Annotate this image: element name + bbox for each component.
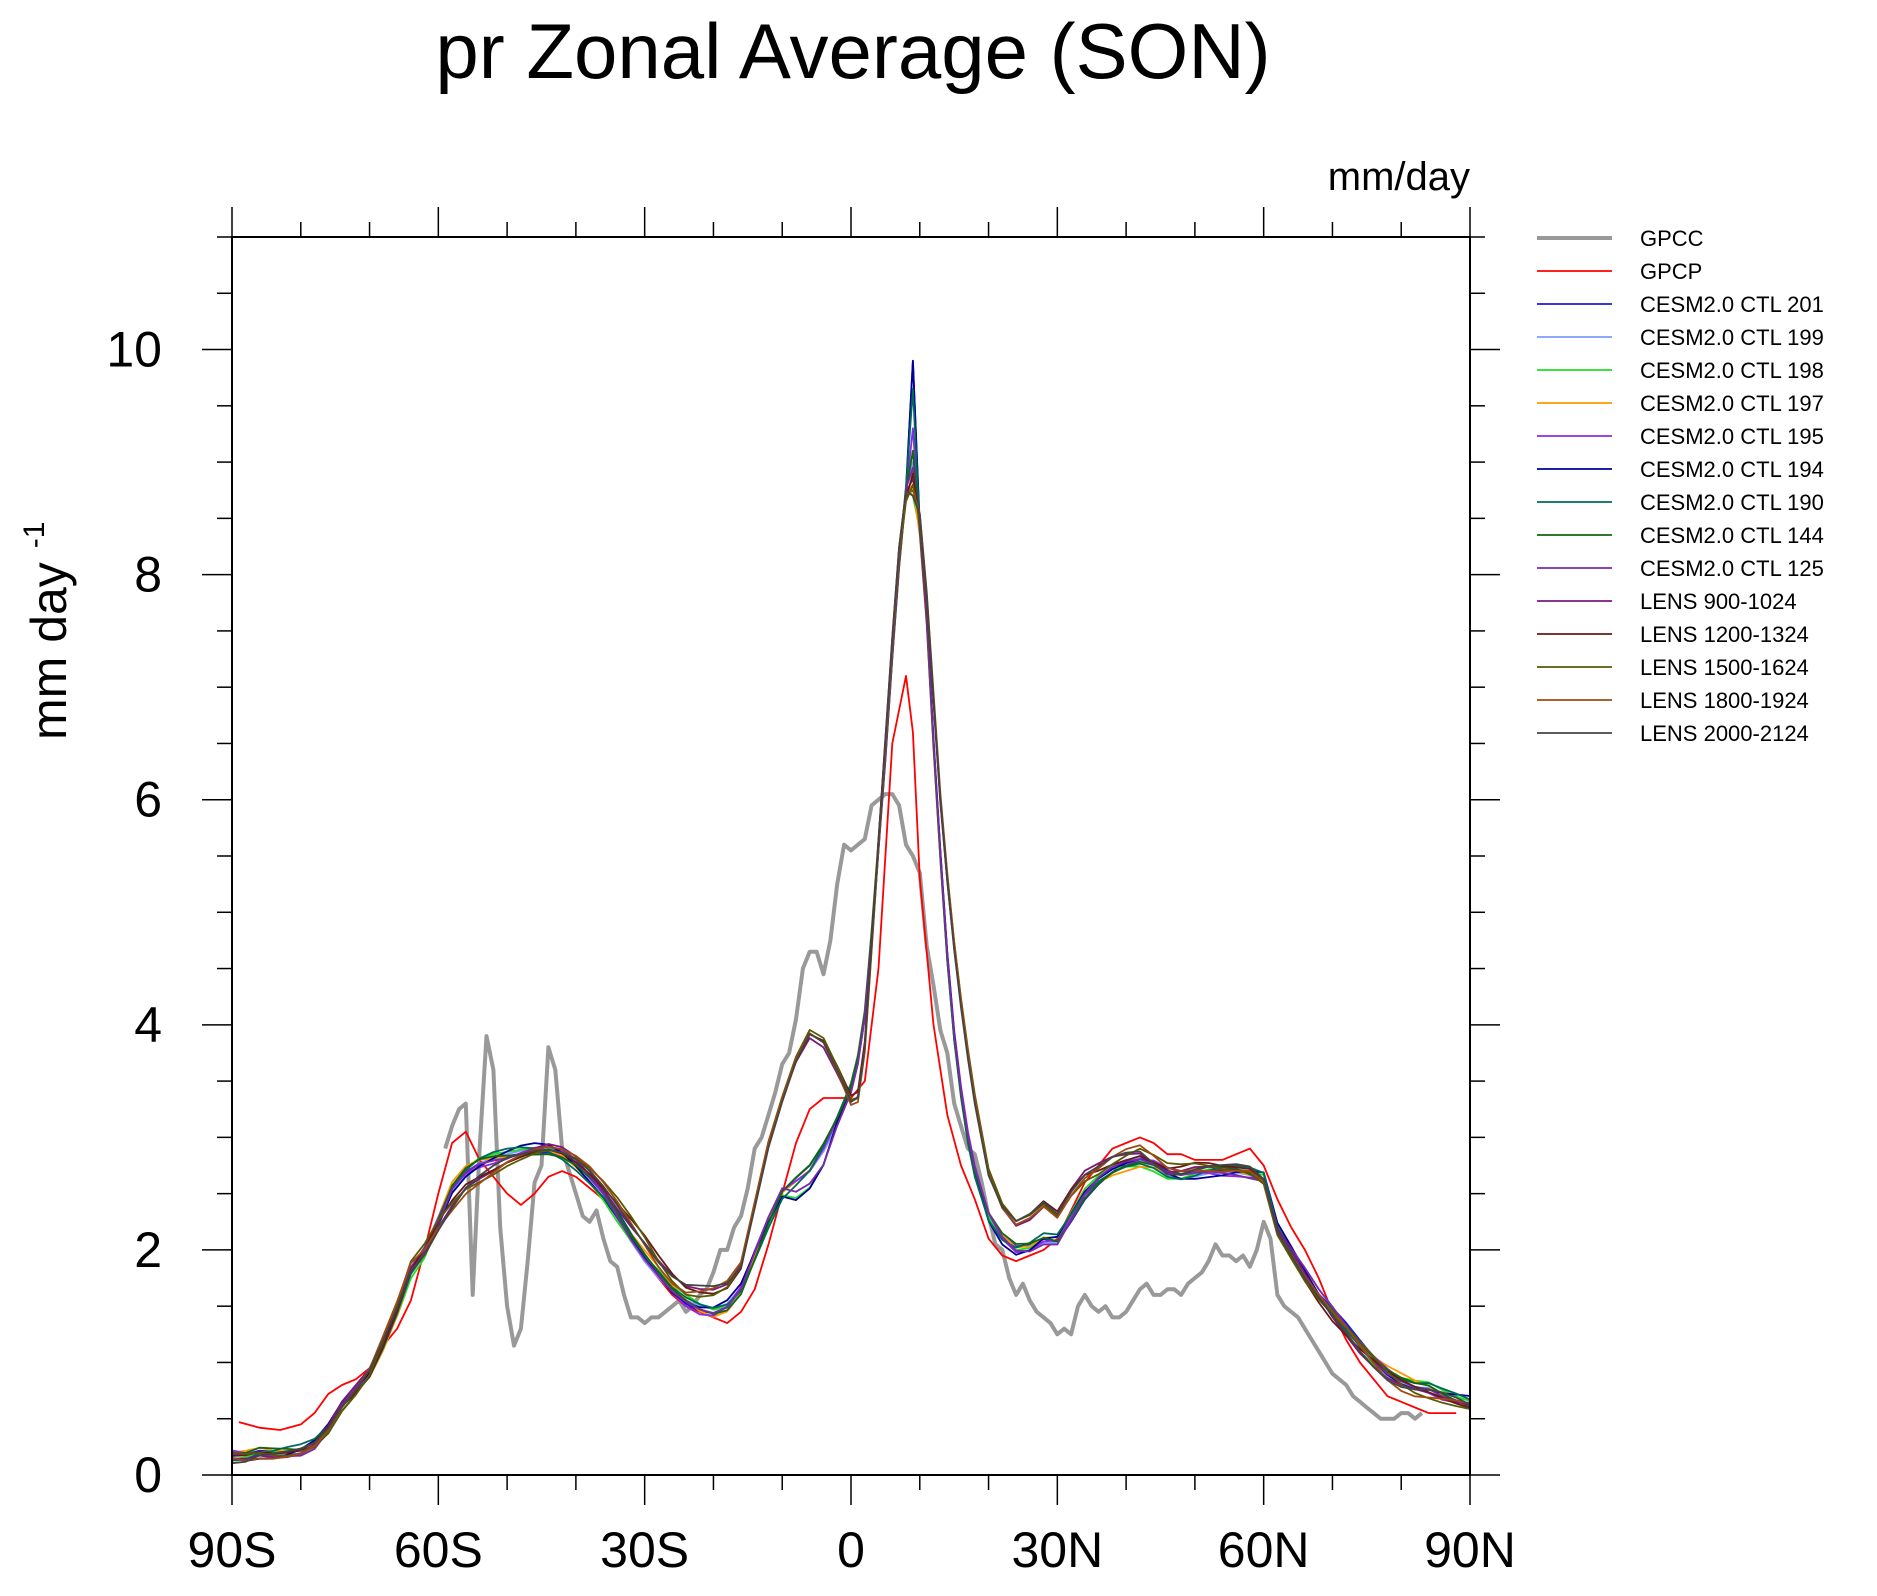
x-tick-label: 60S xyxy=(394,1522,483,1578)
legend-label: CESM2.0 CTL 144 xyxy=(1640,523,1824,548)
legend-label: GPCC xyxy=(1640,226,1704,251)
y-axis-label-exponent: -1 xyxy=(18,522,51,549)
legend-label: CESM2.0 CTL 197 xyxy=(1640,391,1824,416)
plot-frame xyxy=(231,236,1471,1476)
legend: GPCC GPCP CESM2.0 CTL 201 CESM2.0 CTL 199 CE… xyxy=(1537,226,1824,746)
legend-label: LENS 2000-2124 xyxy=(1640,721,1809,746)
units-label: mm/day xyxy=(1328,155,1470,199)
legend-label: GPCP xyxy=(1640,259,1702,284)
x-tick-label: 90S xyxy=(188,1522,277,1578)
legend-label: LENS 1500-1624 xyxy=(1640,655,1809,680)
series-line-cesm2-0-ctl-198 xyxy=(231,485,1471,1461)
x-tick-label: 90N xyxy=(1424,1522,1516,1578)
x-tick-label: 30N xyxy=(1011,1522,1103,1578)
series-line-cesm2-0-ctl-194 xyxy=(231,359,1471,1462)
legend-label: CESM2.0 CTL 194 xyxy=(1640,457,1824,482)
series-line-lens-2000-2124 xyxy=(231,489,1471,1465)
series-line-gpcc xyxy=(443,792,1424,1421)
series-line-gpcp xyxy=(238,675,1457,1431)
x-tick-label: 60N xyxy=(1218,1522,1310,1578)
legend-label: LENS 1200-1324 xyxy=(1640,622,1809,647)
y-tick-label: 10 xyxy=(106,322,162,378)
y-axis-label-text: mm day xyxy=(21,562,77,740)
series-line-cesm2-0-ctl-201 xyxy=(231,359,1471,1456)
series-line-lens-1800-1924 xyxy=(231,489,1471,1462)
y-tick-label: 4 xyxy=(134,997,162,1053)
y-tick-label: 2 xyxy=(134,1222,162,1278)
series-line-lens-1500-1624 xyxy=(231,483,1471,1457)
chart-title: pr Zonal Average (SON) xyxy=(435,7,1270,95)
svg-text:mm day -1: mm day -1 xyxy=(18,522,77,740)
legend-label: CESM2.0 CTL 198 xyxy=(1640,358,1824,383)
legend-label: LENS 1800-1924 xyxy=(1640,688,1809,713)
x-tick-label: 30S xyxy=(600,1522,689,1578)
y-tick-label: 0 xyxy=(134,1447,162,1503)
y-tick-label: 8 xyxy=(134,547,162,603)
legend-label: CESM2.0 CTL 190 xyxy=(1640,490,1824,515)
legend-label: CESM2.0 CTL 199 xyxy=(1640,325,1824,350)
legend-label: CESM2.0 CTL 195 xyxy=(1640,424,1824,449)
legend-label: CESM2.0 CTL 125 xyxy=(1640,556,1824,581)
y-axis-label: mm day -1 xyxy=(18,522,77,740)
x-tick-label: 0 xyxy=(837,1522,865,1578)
legend-label: LENS 900-1024 xyxy=(1640,589,1797,614)
y-tick-label: 6 xyxy=(134,772,162,828)
series-line-cesm2-0-ctl-190 xyxy=(231,388,1471,1462)
series-line-cesm2-0-ctl-199 xyxy=(231,461,1471,1460)
legend-label: CESM2.0 CTL 201 xyxy=(1640,292,1824,317)
series-line-lens-900-1024 xyxy=(231,478,1471,1460)
